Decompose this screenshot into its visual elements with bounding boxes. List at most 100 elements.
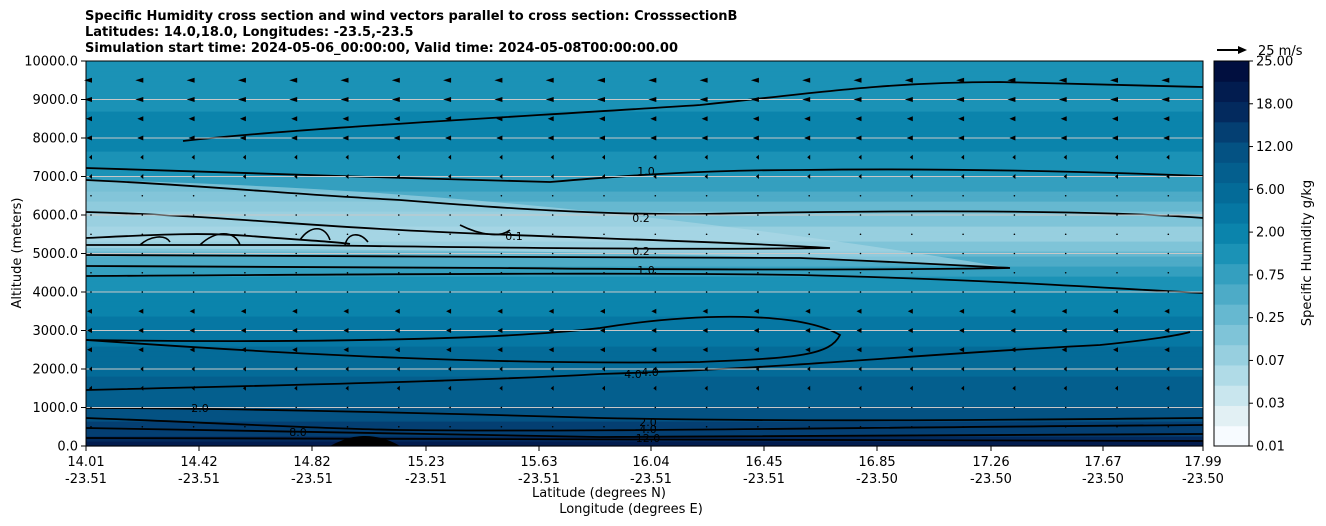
wind-vector	[705, 233, 708, 236]
wind-vector	[911, 214, 913, 216]
humidity-band	[86, 96, 1203, 102]
wind-vector	[956, 77, 965, 83]
wind-vector	[1064, 214, 1067, 216]
wind-vector	[651, 308, 657, 314]
wind-vector	[345, 366, 349, 372]
humidity-band	[86, 71, 1203, 77]
wind-vector	[449, 406, 451, 409]
wind-vector	[907, 347, 913, 353]
wind-vector	[699, 97, 708, 102]
humidity-band	[86, 401, 1203, 407]
wind-vector	[654, 425, 657, 428]
wind-vector	[295, 214, 298, 216]
wind-vector	[548, 347, 554, 353]
x-tick-label-lat: 16.04	[632, 455, 669, 470]
wind-vector	[84, 97, 92, 102]
wind-vector	[702, 328, 708, 333]
wind-vector	[89, 154, 92, 160]
wind-vector	[242, 366, 246, 372]
wind-vector	[962, 271, 964, 274]
wind-vector	[340, 77, 349, 83]
wind-vector	[961, 366, 965, 372]
wind-vector	[602, 366, 605, 372]
wind-vector	[961, 154, 965, 160]
wind-vector	[396, 385, 400, 391]
wind-vector	[141, 406, 144, 409]
wind-vector	[345, 154, 349, 160]
wind-vector	[141, 291, 144, 293]
wind-vector	[859, 252, 862, 255]
humidity-band	[86, 101, 1203, 107]
wind-vector	[550, 366, 554, 372]
wind-vector	[959, 308, 965, 314]
contour-line	[86, 427, 1203, 438]
wind-vector	[449, 271, 451, 274]
humidity-band	[86, 261, 1203, 267]
colorbar-tick-label: 0.01	[1256, 440, 1285, 455]
wind-vector	[192, 425, 195, 428]
wind-vector	[962, 406, 964, 409]
wind-vector	[192, 252, 195, 255]
wind-vector	[1116, 425, 1118, 428]
contour-line	[182, 81, 1203, 142]
wind-vector	[394, 347, 400, 353]
wind-vector	[755, 366, 759, 372]
colorbar-swatch	[1214, 263, 1249, 285]
wind-vector	[757, 425, 759, 428]
wind-vector	[602, 154, 605, 160]
wind-vector	[962, 194, 964, 197]
humidity-band	[86, 341, 1203, 347]
wind-vector	[342, 135, 349, 141]
wind-vector	[962, 291, 964, 293]
humidity-band	[86, 311, 1203, 317]
contour-line	[199, 232, 241, 246]
wind-vector	[597, 77, 605, 83]
wind-vector	[497, 308, 503, 314]
wind-vector	[1013, 194, 1016, 197]
wind-vector	[497, 347, 503, 353]
wind-vector	[90, 271, 92, 274]
wind-vector	[398, 406, 400, 409]
y-tick-label: 5000.0	[33, 247, 79, 262]
wind-vector	[499, 174, 503, 179]
wind-vector	[138, 328, 144, 333]
wind-vector	[705, 271, 708, 274]
wind-vector	[603, 425, 605, 428]
wind-vector	[856, 328, 862, 333]
wind-vector	[1116, 233, 1118, 236]
wind-vector	[1113, 328, 1118, 333]
colorbar-swatch	[1214, 324, 1249, 346]
wind-vector	[1116, 406, 1118, 409]
wind-vector	[446, 347, 452, 353]
wind-vector	[858, 385, 862, 391]
wind-vector	[140, 366, 144, 372]
wind-vector	[757, 214, 759, 216]
humidity-band	[86, 201, 1203, 207]
wind-vector	[603, 271, 605, 274]
humidity-band	[86, 396, 1203, 402]
humidity-band	[86, 146, 1203, 152]
humidity-band	[86, 121, 1203, 127]
wind-vector	[89, 366, 92, 372]
wind-vector	[651, 347, 657, 353]
wind-vector	[242, 385, 246, 391]
wind-vector	[602, 385, 605, 391]
colorbar-swatch	[1214, 101, 1249, 123]
wind-vector	[443, 97, 452, 102]
wind-vector	[1064, 291, 1067, 293]
wind-vector	[654, 291, 657, 293]
colorbar-swatch	[1214, 243, 1249, 265]
humidity-band	[86, 131, 1203, 137]
humidity-band	[86, 86, 1203, 92]
wind-vector	[295, 194, 298, 197]
wind-vector	[294, 385, 298, 391]
humidity-band	[86, 206, 1203, 212]
x-tick-label-lon: -23.51	[518, 472, 560, 487]
wind-vector	[141, 214, 144, 216]
y-tick-label: 6000.0	[33, 209, 79, 224]
wind-vector	[1064, 252, 1067, 255]
wind-vector	[545, 97, 554, 102]
wind-vector	[1010, 347, 1016, 353]
quiver-key-arrowhead-icon	[1238, 46, 1247, 54]
wind-vector	[499, 385, 503, 391]
